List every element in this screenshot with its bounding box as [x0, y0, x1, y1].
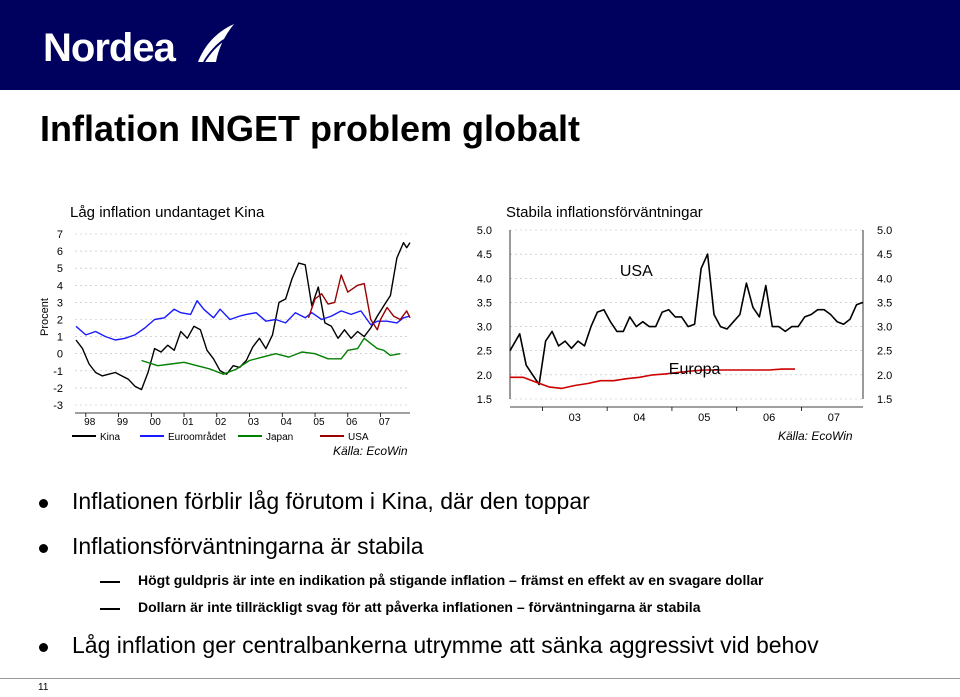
y-tick-label-left: 4.0 [477, 273, 492, 285]
legend-label: Japan [266, 432, 293, 443]
bullet-icon [39, 643, 48, 652]
x-tick-label: 98 [84, 417, 96, 428]
x-tick-label: 07 [828, 412, 840, 424]
bullet-icon [39, 499, 48, 508]
y-tick-label: 7 [57, 229, 63, 241]
series-line-kina [75, 241, 411, 391]
y-tick-label-left: 2.0 [477, 370, 492, 382]
left-chart-title: Låg inflation undantaget Kina [70, 204, 265, 221]
y-axis-label: Procent [39, 298, 51, 336]
source-label: Källa: EcoWin [778, 429, 853, 443]
annotation-usa: USA [620, 263, 653, 280]
bullet-text: Inflationsförväntningarna är stabila [72, 533, 424, 559]
x-tick-label: 03 [248, 417, 260, 428]
header-bar: Nordea [0, 0, 960, 90]
y-tick-label: 2 [57, 315, 63, 327]
y-tick-label: -3 [53, 400, 63, 412]
sub-bullet-text: Högt guldpris är inte en indikation på s… [138, 572, 764, 588]
legend-label: Kina [100, 432, 120, 443]
source-label: Källa: EcoWin [333, 444, 408, 458]
x-tick-label: 01 [182, 417, 194, 428]
y-tick-label-right: 1.5 [877, 394, 892, 406]
series-line-usa [509, 253, 864, 386]
nordea-logo: Nordea [43, 26, 176, 70]
y-tick-label-left: 5.0 [477, 225, 492, 237]
x-tick-label: 03 [569, 412, 581, 424]
series-line-europa [510, 368, 795, 390]
dash-icon [100, 608, 120, 610]
y-tick-label: 6 [57, 246, 63, 258]
y-tick-label-left: 1.5 [477, 394, 492, 406]
y-tick-label-right: 4.5 [877, 249, 892, 261]
x-tick-label: 06 [346, 417, 358, 428]
y-tick-label-right: 2.5 [877, 346, 892, 358]
dash-icon [100, 581, 120, 583]
y-tick-label: 0 [57, 349, 63, 361]
y-tick-label: -2 [53, 383, 63, 395]
x-tick-label: 99 [117, 417, 129, 428]
y-tick-label-right: 3.5 [877, 297, 892, 309]
series-line-usa [307, 274, 411, 331]
y-tick-label-right: 3.0 [877, 322, 892, 334]
y-tick-label-left: 4.5 [477, 249, 492, 261]
sail-icon [198, 24, 234, 63]
y-tick-label-right: 4.0 [877, 273, 892, 285]
slide-title: Inflation INGET problem globalt [40, 108, 580, 149]
x-tick-label: 05 [698, 412, 710, 424]
y-tick-label: 1 [57, 332, 63, 344]
y-tick-label: 5 [57, 263, 63, 275]
x-tick-label: 04 [281, 417, 293, 428]
legend-label: Euroområdet [168, 431, 226, 443]
y-tick-label: 4 [57, 280, 63, 292]
right-chart: 5.0 5.0 4.5 4.5 4.0 4.0 3.5 3.5 3.0 3.0 2.5 2.5 2.0 2… [477, 225, 893, 443]
sub-bullet-text: Dollarn är inte tillräckligt svag för at… [138, 599, 701, 615]
y-tick-label: 3 [57, 297, 63, 309]
footer-divider [0, 678, 960, 679]
legend-label: USA [348, 432, 369, 443]
series-line-japan [141, 337, 401, 375]
y-tick-label-left: 2.5 [477, 346, 492, 358]
x-tick-label: 02 [215, 417, 227, 428]
series-line-euroområdet [75, 300, 411, 341]
x-tick-label: 07 [379, 417, 391, 428]
x-tick-label: 04 [633, 412, 645, 424]
x-tick-label: 05 [313, 417, 325, 428]
bullet-text: Inflationen förblir låg förutom i Kina, … [72, 488, 590, 514]
x-tick-label: 06 [763, 412, 775, 424]
x-tick-label: 00 [150, 417, 162, 428]
right-chart-title: Stabila inflationsförväntningar [506, 204, 703, 221]
y-tick-label-right: 5.0 [877, 225, 892, 237]
y-tick-label: -1 [53, 366, 63, 378]
y-tick-label-right: 2.0 [877, 370, 892, 382]
y-tick-label-left: 3.0 [477, 322, 492, 334]
bullet-icon [39, 544, 48, 553]
annotation-europa: Europa [669, 361, 721, 378]
bullet-text: Låg inflation ger centralbankerna utrymm… [72, 632, 819, 658]
left-chart: 7 6 5 4 3 2 1 0 -1 -2 -3 Procent 98 99 00 01 02 03 04 05 06 0… [39, 229, 411, 458]
page-number: 11 [38, 682, 49, 693]
y-tick-label-left: 3.5 [477, 297, 492, 309]
